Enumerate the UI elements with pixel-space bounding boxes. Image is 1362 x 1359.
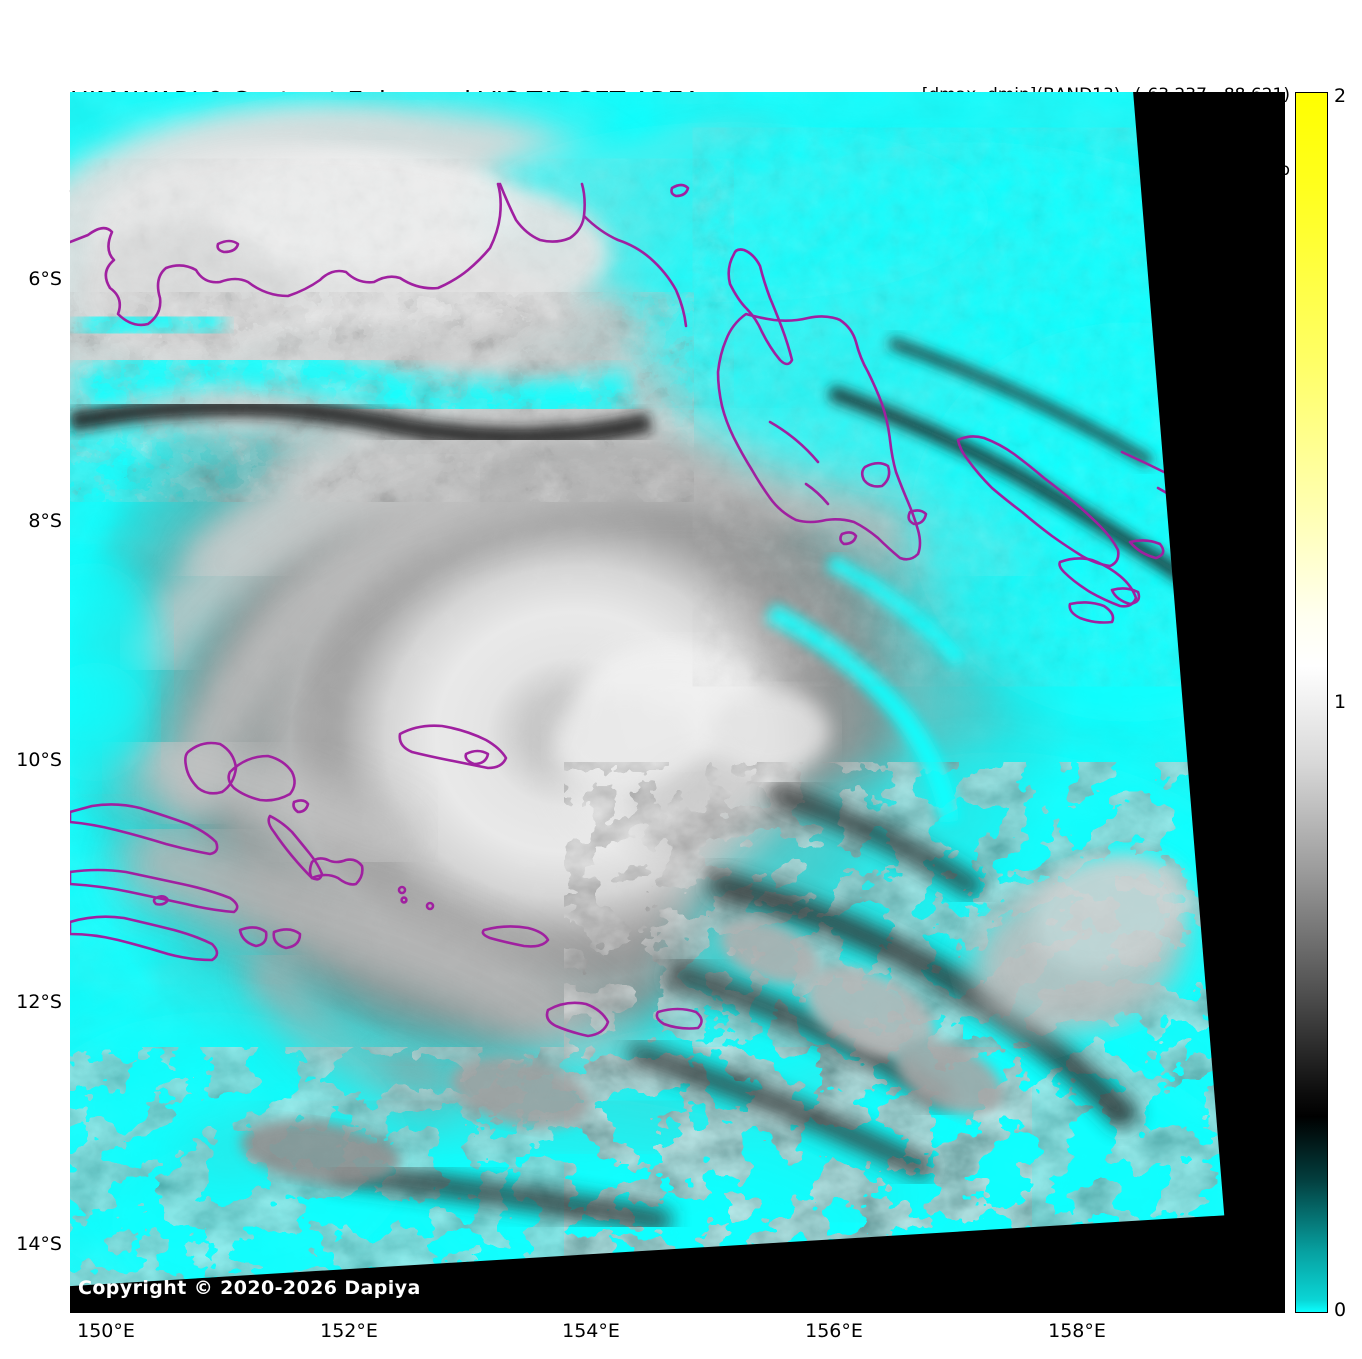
xtick-label: 152°E (320, 1320, 378, 1342)
satellite-image-plot (70, 92, 1285, 1313)
xtick-label: 154°E (562, 1320, 620, 1342)
xtick-label: 158°E (1048, 1320, 1106, 1342)
coastline-overlay (70, 182, 1225, 1038)
ytick-label: 8°S (28, 510, 62, 532)
copyright-text: Copyright © 2020-2026 Dapiya (78, 1277, 421, 1299)
colorbar (1295, 92, 1328, 1313)
ytick-label: 10°S (16, 749, 62, 771)
ytick-label: 6°S (28, 268, 62, 290)
colorbar-tick-label: 1 (1334, 691, 1347, 713)
y-axis-tick-labels: 6°S 8°S 10°S 12°S 14°S (0, 0, 62, 1359)
xtick-label: 150°E (77, 1320, 135, 1342)
ytick-label: 12°S (16, 991, 62, 1013)
colorbar-tick-label: 0 (1334, 1299, 1347, 1321)
satellite-swath (70, 92, 1225, 1287)
ytick-label: 14°S (16, 1233, 62, 1255)
xtick-label: 156°E (805, 1320, 863, 1342)
colorbar-tick-label: 2 (1334, 85, 1347, 107)
satellite-imagery-raster (70, 92, 1225, 1287)
